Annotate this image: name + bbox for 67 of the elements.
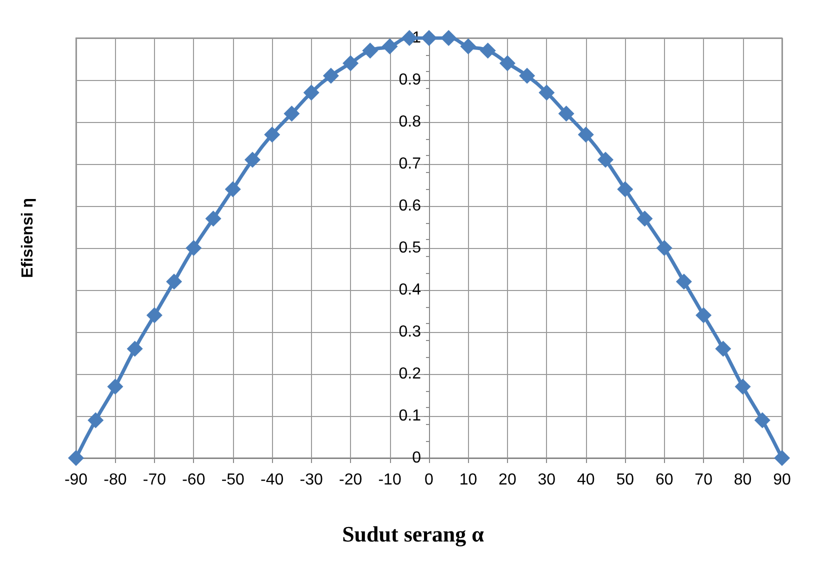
y-tick-label: 0.1 <box>398 408 422 424</box>
x-tick-label: 10 <box>459 472 478 488</box>
point <box>734 378 751 395</box>
y-tick-label: 0.5 <box>398 240 422 256</box>
point <box>440 30 457 46</box>
point <box>342 55 359 72</box>
x-tick-label: 80 <box>734 472 752 488</box>
point <box>224 181 241 198</box>
x-tick-label: 20 <box>498 472 516 488</box>
y-tick-label: 0.6 <box>398 198 422 214</box>
point <box>88 412 104 428</box>
x-tick-label: -80 <box>104 472 127 488</box>
point <box>656 240 672 256</box>
y-tick-label: 0.3 <box>398 324 422 340</box>
x-tick-label: 90 <box>773 472 791 488</box>
x-tick-label: -10 <box>378 472 402 488</box>
x-tick-label: -90 <box>64 472 88 488</box>
point <box>754 412 770 428</box>
x-tick-label: -60 <box>182 472 206 488</box>
x-tick-label: -30 <box>300 472 323 488</box>
x-tick-label: -70 <box>142 472 166 488</box>
point <box>696 307 712 324</box>
y-tick-label: 0.7 <box>398 156 422 172</box>
point <box>715 340 732 357</box>
point <box>636 210 653 227</box>
y-axis-title: Efisiensi η <box>20 198 36 278</box>
point <box>558 106 574 122</box>
y-tick-label: 0.4 <box>398 282 422 298</box>
point <box>126 340 143 357</box>
y-tick-label: 0.8 <box>398 114 422 130</box>
x-tick-label: -20 <box>338 472 362 488</box>
point <box>598 152 614 168</box>
point <box>676 274 692 290</box>
y-tick-label: 0.9 <box>398 72 422 88</box>
x-tick-label: 0 <box>424 472 434 488</box>
point <box>774 450 790 466</box>
point <box>284 106 300 122</box>
point <box>166 274 182 290</box>
point <box>264 126 280 143</box>
point <box>519 68 536 84</box>
point <box>107 378 124 395</box>
y-tick-label: 0 <box>412 450 422 466</box>
x-axis-title: Sudut serang α <box>342 522 485 546</box>
point <box>68 450 84 466</box>
point <box>244 152 260 168</box>
x-tick-label: 70 <box>694 472 713 488</box>
point <box>303 84 320 101</box>
point <box>186 240 202 256</box>
point <box>146 307 162 324</box>
x-tick-label: 30 <box>538 472 556 488</box>
point <box>480 42 496 59</box>
x-tick-label: -50 <box>221 472 245 488</box>
point <box>362 42 378 59</box>
point <box>538 84 555 101</box>
point <box>205 210 222 227</box>
x-tick-label: 60 <box>655 472 674 488</box>
point <box>382 38 398 54</box>
x-tick-label: -40 <box>260 472 284 488</box>
y-tick-label: 0.2 <box>398 366 422 382</box>
x-tick-label: 50 <box>616 472 634 488</box>
point <box>617 181 634 198</box>
point <box>460 38 476 54</box>
point <box>499 55 516 72</box>
point <box>322 68 339 84</box>
point <box>421 30 437 46</box>
x-tick-label: 40 <box>576 472 595 488</box>
point <box>578 126 594 143</box>
